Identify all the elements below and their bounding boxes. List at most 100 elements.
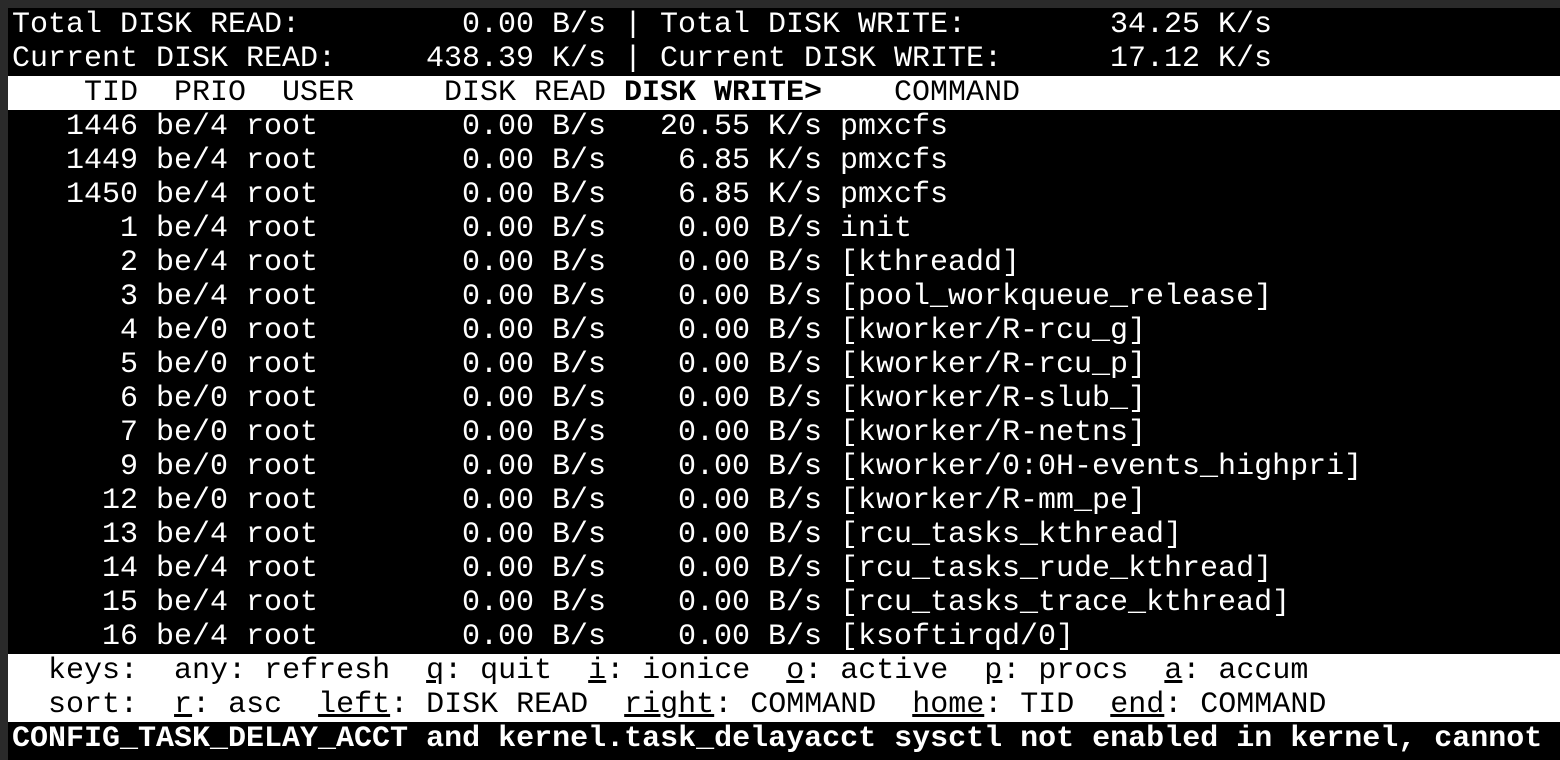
sort-key-r[interactable]: r (174, 688, 193, 722)
table-row: 16 be/4 root 0.00 B/s 0.00 B/s [ksoftirqd/0] (8, 620, 1560, 654)
table-row: 3 be/4 root 0.00 B/s 0.00 B/s [pool_workqueue… (8, 280, 1560, 314)
command: [ksoftirqd/0] (840, 620, 1075, 654)
sort-key-home[interactable]: home (912, 688, 985, 722)
current-write-label: Current DISK WRITE: (660, 42, 1003, 76)
table-row: 14 be/4 root 0.00 B/s 0.00 B/s [rcu_tasks_rud… (8, 552, 1560, 586)
column-disk-read[interactable]: DISK READ (444, 76, 607, 110)
tid: 4 (120, 314, 139, 348)
disk-write: 6.85 K/s (678, 144, 823, 178)
table-row: 7 be/0 root 0.00 B/s 0.00 B/s [kworker/R-netn… (8, 416, 1560, 450)
command: [kworker/R-netns] (840, 416, 1147, 450)
status-message-line: CONFIG_TASK_DELAY_ACCT and kernel.task_d… (8, 722, 1560, 756)
table-row: 13 be/4 root 0.00 B/s 0.00 B/s [rcu_tasks_kth… (8, 518, 1560, 552)
prio: be/4 (156, 552, 229, 586)
spacer (138, 688, 174, 722)
disk-read: 0.00 B/s (462, 280, 607, 314)
total-read-value: 0.00 B/s (462, 8, 607, 42)
prio: be/0 (156, 484, 229, 518)
table-row: 1 be/4 root 0.00 B/s 0.00 B/s init (8, 212, 1560, 246)
tid: 1450 (66, 178, 139, 212)
keys-key-q[interactable]: q (426, 654, 445, 688)
keys-key-any[interactable]: any (174, 654, 229, 688)
spacer (948, 654, 984, 688)
current-read-label: Current DISK READ: (12, 42, 337, 76)
disk-read: 0.00 B/s (462, 552, 607, 586)
user: root (246, 484, 319, 518)
command: [rcu_tasks_rude_kthread] (840, 552, 1273, 586)
disk-read: 0.00 B/s (462, 212, 607, 246)
column-tid[interactable]: TID (84, 76, 139, 110)
current-read-value: 438.39 K/s (426, 42, 607, 76)
tid: 3 (120, 280, 139, 314)
column-command[interactable]: COMMAND (894, 76, 1021, 110)
command: [kworker/R-rcu_g] (840, 314, 1147, 348)
column-prio[interactable]: PRIO (174, 76, 247, 110)
command: pmxcfs (840, 144, 949, 178)
total-read-label: Total DISK READ: (12, 8, 301, 42)
tid: 7 (120, 416, 139, 450)
tid: 2 (120, 246, 139, 280)
disk-write: 0.00 B/s (678, 416, 823, 450)
disk-read: 0.00 B/s (462, 314, 607, 348)
disk-read: 0.00 B/s (462, 586, 607, 620)
command: [pool_workqueue_release] (840, 280, 1273, 314)
prio: be/0 (156, 314, 229, 348)
prio: be/4 (156, 246, 229, 280)
prio: be/0 (156, 348, 229, 382)
iotop-terminal[interactable]: Total DISK READ: 0.00 B/s | Total DISK WRIT… (8, 8, 1560, 760)
tid: 16 (102, 620, 139, 654)
keys-key-p[interactable]: p (984, 654, 1003, 688)
sort-label: sort: (48, 688, 139, 722)
spacer (12, 654, 48, 688)
keys-desc: : ionice (606, 654, 751, 688)
disk-read: 0.00 B/s (462, 178, 607, 212)
prio: be/0 (156, 450, 229, 484)
tid: 1446 (66, 110, 139, 144)
prio: be/4 (156, 212, 229, 246)
command: [kworker/0:0H-events_highpri] (840, 450, 1363, 484)
disk-read: 0.00 B/s (462, 518, 607, 552)
column-disk-write[interactable]: DISK WRITE> (624, 76, 823, 110)
current-write-value: 17.12 K/s (1110, 42, 1273, 76)
disk-read: 0.00 B/s (462, 620, 607, 654)
prio: be/4 (156, 110, 229, 144)
sort-desc: : COMMAND (714, 688, 877, 722)
command: [rcu_tasks_kthread] (840, 518, 1183, 552)
disk-write: 0.00 B/s (678, 518, 823, 552)
user: root (246, 314, 319, 348)
summary-current-line: Current DISK READ: 438.39 K/s | Current DIS… (8, 42, 1560, 76)
keys-key-o[interactable]: o (786, 654, 805, 688)
sort-key-left[interactable]: left (318, 688, 391, 722)
summary-total-line: Total DISK READ: 0.00 B/s | Total DISK WRIT… (8, 8, 1560, 42)
disk-write: 0.00 B/s (678, 484, 823, 518)
sort-key-end[interactable]: end (1110, 688, 1165, 722)
sort-key-right[interactable]: right (624, 688, 715, 722)
spacer (876, 688, 912, 722)
keys-desc: : active (804, 654, 949, 688)
sort-desc: : asc (192, 688, 283, 722)
disk-read: 0.00 B/s (462, 246, 607, 280)
spacer (552, 654, 588, 688)
table-row: 5 be/0 root 0.00 B/s 0.00 B/s [kworker/R-rcu_… (8, 348, 1560, 382)
keys-key-i[interactable]: i (588, 654, 607, 688)
status-message: CONFIG_TASK_DELAY_ACCT and kernel.task_d… (12, 722, 1543, 756)
spacer (12, 688, 48, 722)
disk-write: 0.00 B/s (678, 314, 823, 348)
command: [kworker/R-rcu_p] (840, 348, 1147, 382)
column-user[interactable]: USER (282, 76, 355, 110)
tid: 13 (102, 518, 139, 552)
command: init (840, 212, 913, 246)
sort-desc: : TID (984, 688, 1075, 722)
sort-desc: : DISK READ (390, 688, 589, 722)
user: root (246, 280, 319, 314)
table-row: 12 be/0 root 0.00 B/s 0.00 B/s [kworker/R-mm_… (8, 484, 1560, 518)
spacer (1128, 654, 1164, 688)
table-row: 9 be/0 root 0.00 B/s 0.00 B/s [kworker/0:0H-e… (8, 450, 1560, 484)
command: pmxcfs (840, 110, 949, 144)
user: root (246, 144, 319, 178)
keys-key-a[interactable]: a (1164, 654, 1183, 688)
user: root (246, 518, 319, 552)
user: root (246, 110, 319, 144)
user: root (246, 416, 319, 450)
user: root (246, 178, 319, 212)
